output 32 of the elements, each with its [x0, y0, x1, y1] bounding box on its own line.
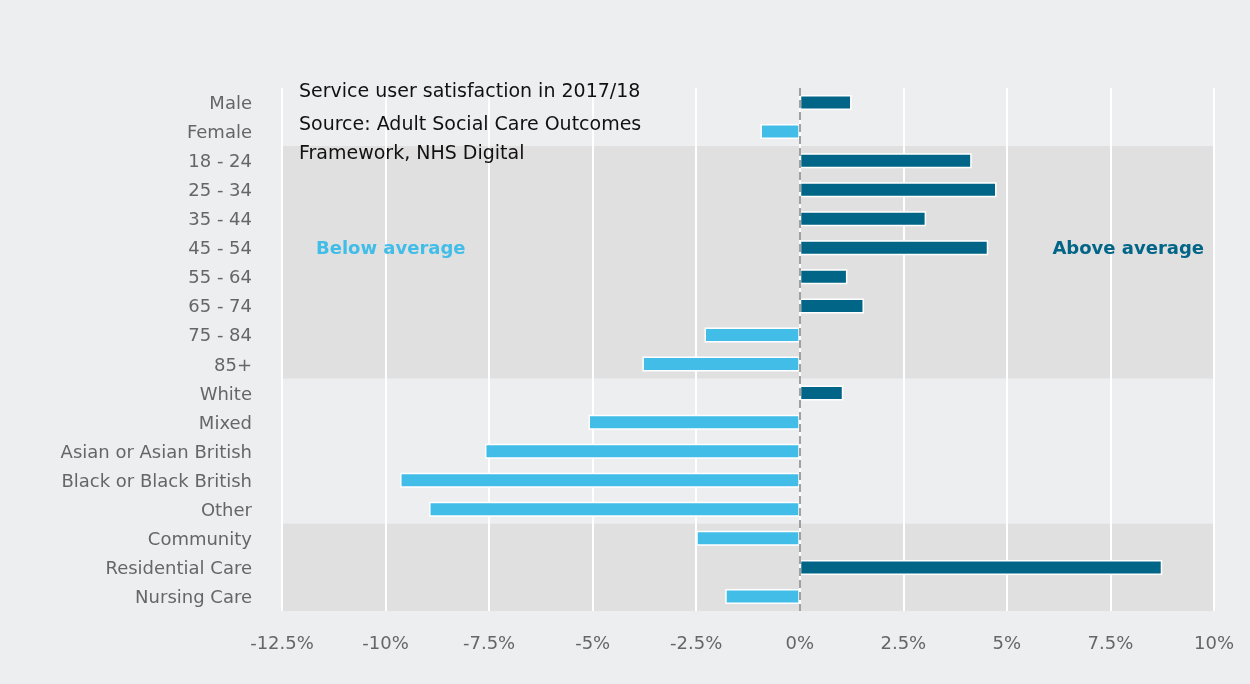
y-tick-label: Female	[186, 121, 252, 143]
x-tick-label: 2.5%	[880, 631, 927, 653]
x-tick-label: -10%	[362, 631, 409, 653]
x-tick-label: -2.5%	[670, 631, 723, 653]
y-tick-label: Mixed	[198, 411, 252, 433]
annotation: Above average	[1052, 237, 1204, 259]
y-tick-label: 55 - 64	[188, 266, 252, 288]
x-tick-label: -7.5%	[462, 631, 516, 653]
y-tick-label: 25 - 34	[188, 179, 252, 201]
y-tick-label: Residential Care	[105, 556, 252, 578]
y-tick-label: Asian or Asian British	[60, 440, 252, 462]
x-tick-label: 5%	[992, 631, 1022, 653]
y-tick-label: 35 - 44	[188, 208, 252, 230]
y-tick-label: 75 - 84	[188, 324, 252, 346]
x-tick-label: 10%	[1193, 631, 1235, 653]
text: Source: Adult Social Care Outcomes Framework, NHS Digital	[299, 111, 648, 163]
y-tick-label: 65 - 74	[188, 295, 252, 317]
y-tick-label: Nursing Care	[135, 585, 252, 607]
y-tick-label: 18 - 24	[188, 150, 252, 172]
x-tick-label: -5%	[575, 631, 611, 653]
x-tick-label: 0%	[785, 631, 815, 653]
chart-title: Service user satisfaction in 2017/18	[299, 78, 641, 101]
y-tick-label: Other	[200, 498, 253, 520]
x-tick-label: 7.5%	[1087, 631, 1134, 653]
y-tick-label: 85+	[214, 353, 252, 375]
y-tick-label: Black or Black British	[61, 469, 252, 491]
y-tick-label: White	[199, 382, 252, 404]
y-tick-label: 45 - 54	[188, 237, 252, 259]
annotation: Below average	[316, 237, 466, 259]
x-tick-label: -12.5%	[250, 631, 314, 653]
y-tick-label: Community	[147, 527, 253, 549]
y-tick-label: Male	[209, 92, 252, 114]
